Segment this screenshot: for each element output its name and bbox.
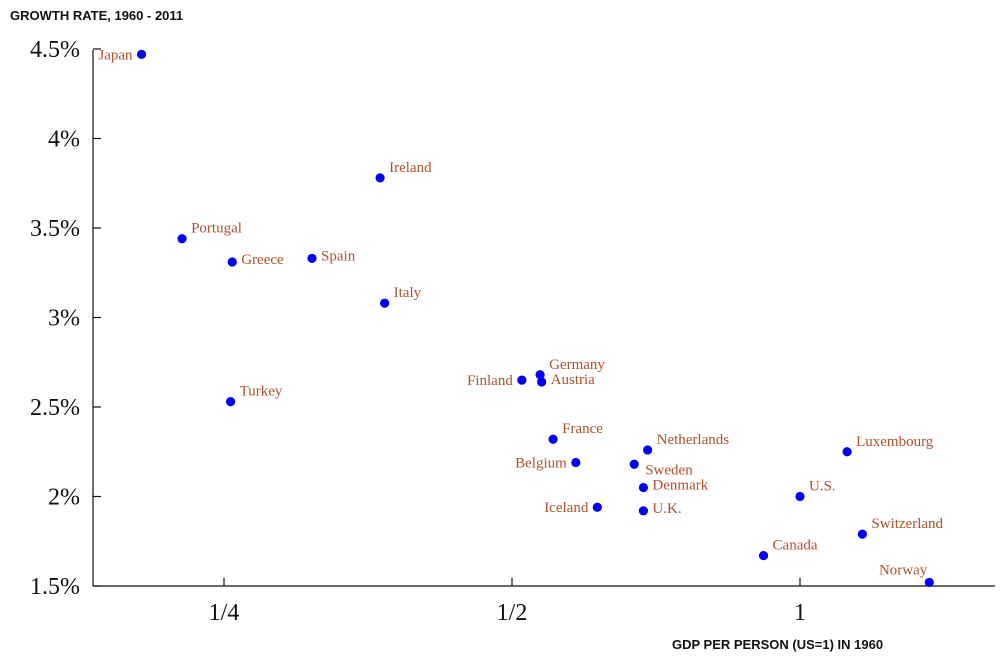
y-tick-label: 2% — [48, 485, 80, 511]
label-switzerland: Switzerland — [871, 516, 943, 532]
point-sweden — [629, 459, 639, 469]
label-japan: Japan — [98, 47, 133, 63]
x-tick-label: 1/2 — [497, 600, 528, 626]
x-tick-label: 1/4 — [209, 600, 240, 626]
label-luxembourg: Luxembourg — [856, 434, 934, 450]
point-norway — [924, 577, 934, 588]
label-italy: Italy — [394, 285, 422, 301]
y-tick-label: 3% — [48, 306, 80, 332]
y-tick-label: 1.5% — [30, 574, 80, 600]
point-ireland — [375, 173, 385, 183]
point-france — [548, 434, 558, 444]
point-belgium — [571, 457, 581, 468]
label-denmark: Denmark — [652, 478, 708, 494]
label-turkey: Turkey — [240, 384, 283, 400]
label-greece: Greece — [241, 252, 284, 268]
y-tick-label: 4% — [48, 127, 80, 153]
point-spain — [307, 253, 317, 264]
y-tick-label: 3.5% — [30, 216, 80, 242]
label-ireland: Ireland — [389, 160, 432, 176]
y-tick-label: 2.5% — [30, 395, 80, 421]
label-sweden: Sweden — [645, 462, 693, 478]
label-spain: Spain — [321, 248, 356, 264]
point-u-k — [638, 506, 649, 516]
point-luxembourg — [842, 447, 852, 457]
label-canada: Canada — [773, 538, 818, 554]
label-iceland: Iceland — [544, 500, 589, 516]
label-finland: Finland — [467, 373, 513, 389]
point-portugal — [177, 234, 187, 244]
point-denmark — [638, 482, 649, 493]
point-turkey — [225, 397, 236, 407]
y-axis-title: GROWTH RATE, 1960 - 2011 — [10, 8, 184, 23]
point-netherlands — [643, 445, 653, 455]
label-portugal: Portugal — [191, 221, 242, 237]
point-canada — [758, 550, 769, 561]
label-austria: Austria — [551, 372, 596, 388]
label-germany: Germany — [549, 357, 605, 373]
label-belgium: Belgium — [515, 455, 567, 471]
y-tick-label: 4.5% — [30, 37, 80, 63]
point-u-s — [795, 491, 805, 502]
point-greece — [227, 257, 237, 267]
label-u-s: U.S. — [809, 479, 836, 495]
point-finland — [517, 375, 527, 385]
label-netherlands: Netherlands — [657, 432, 730, 448]
point-iceland — [592, 502, 602, 512]
label-u-k: U.K. — [652, 501, 681, 517]
x-axis-title: GDP PER PERSON (US=1) IN 1960 — [672, 637, 884, 652]
point-germany — [535, 370, 545, 380]
point-japan — [136, 49, 147, 59]
label-norway: Norway — [879, 562, 928, 578]
x-tick-label: 1 — [794, 600, 806, 626]
point-austria — [537, 377, 547, 387]
point-switzerland — [857, 529, 867, 539]
label-france: France — [562, 421, 603, 437]
point-italy — [380, 298, 390, 308]
